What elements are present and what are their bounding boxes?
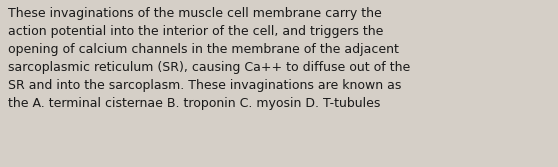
Text: These invaginations of the muscle cell membrane carry the
action potential into : These invaginations of the muscle cell m… <box>8 7 411 110</box>
